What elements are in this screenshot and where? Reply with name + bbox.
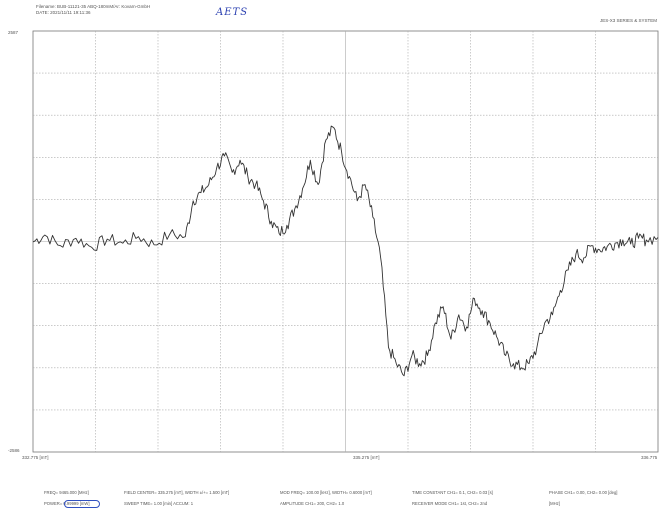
phase-label: PHASE CH1= 0.00, CH2= 0.00 [deg] (549, 490, 618, 495)
unit-label: [MHz] (549, 501, 560, 506)
mod-freq-label: MOD FREQ= 100.00 [kHz], WIDTH= 0.6000 [m… (280, 490, 372, 495)
amplitude-label: AMPLITUDE CH1= 200, CH2= 1.0 (280, 501, 345, 506)
y-top-label: 2587 (8, 30, 19, 35)
spectrum-trace (32, 125, 659, 377)
field-center-label: FIELD CENTER= 335.275 [mT], WIDTH ±/+= 1… (124, 490, 230, 495)
time-constant-label: TIME CONSTANT CH1= 0.1, CH2= 0.03 [s] (412, 490, 493, 495)
filename-label: Filename: BUB-11121-35 ABQ-180mM/Ar: Kov… (36, 4, 151, 9)
x-left-label: 332.775 [mT] (22, 455, 49, 460)
receiver-mode-label: RECEIVER MODE CH1= 1st, CH2= 2nd (412, 501, 488, 506)
freq-label: FREQ= 9465.000 [MHz] (44, 490, 89, 495)
y-bottom-label: -2586 (8, 448, 20, 453)
sweep-time-label: SWEEP TIME= 1.00 [min] ACCUM: 1 (124, 501, 194, 506)
handwritten-annotation: AETS (216, 7, 249, 18)
date-label: DATE: 2021/11/11 19:11:36 (36, 10, 91, 15)
grid-lines (33, 31, 658, 452)
x-center-label: 335.275 [mT] (353, 455, 380, 460)
x-right-label: 336.775 (641, 455, 658, 460)
power-highlight-circle (64, 500, 100, 508)
system-label: JES-X3 SERIES & SYSTEM (599, 18, 657, 23)
